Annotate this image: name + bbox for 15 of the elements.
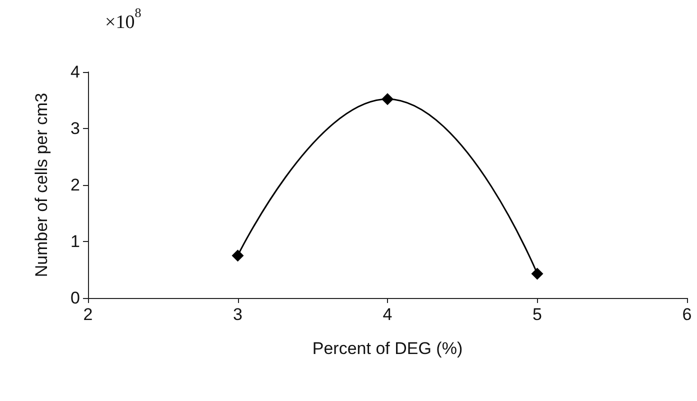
x-axis-title: Percent of DEG (%): [312, 339, 463, 358]
y-tick-label: 2: [70, 176, 80, 194]
y-tick-label: 3: [70, 119, 80, 138]
y-tick-label: 4: [70, 62, 80, 82]
x-tick-label: 5: [532, 305, 542, 324]
x-tick-label: 2: [83, 305, 93, 324]
x-tick-label: 6: [682, 305, 692, 324]
y-axis-title: Number of cells per cm3: [32, 92, 51, 278]
y-tick-label: 1: [70, 232, 80, 251]
point: [232, 250, 244, 262]
y-tick-label: 0: [70, 288, 80, 308]
point: [382, 93, 394, 106]
x-tick-label: 4: [382, 305, 392, 324]
point: [531, 268, 544, 280]
x-tick-label: 3: [233, 305, 242, 324]
